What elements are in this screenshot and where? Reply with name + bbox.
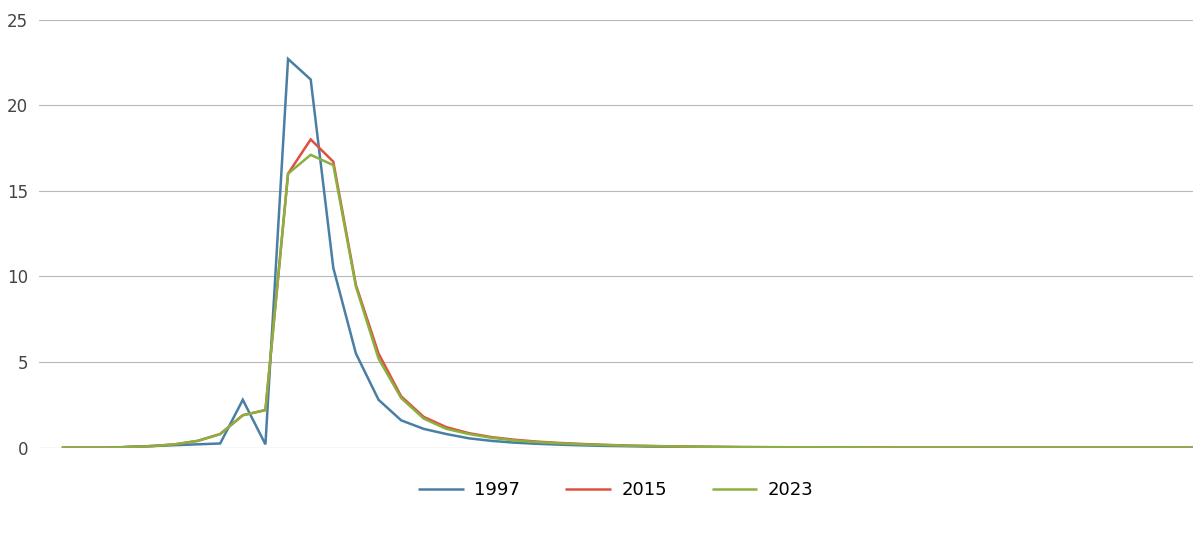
1997: [55, 444, 70, 451]
1997: [824, 444, 839, 451]
Line: 2015: 2015: [62, 140, 1193, 448]
Legend: 1997, 2015, 2023: 1997, 2015, 2023: [412, 474, 821, 506]
2015: [892, 444, 906, 451]
2023: [824, 444, 839, 451]
2023: [439, 426, 454, 432]
2015: [304, 136, 318, 143]
1997: [416, 426, 431, 432]
2015: [55, 444, 70, 451]
2015: [1163, 444, 1177, 451]
1997: [326, 264, 341, 271]
2023: [55, 444, 70, 451]
2023: [304, 152, 318, 158]
2015: [1186, 444, 1200, 451]
2015: [439, 424, 454, 431]
1997: [281, 56, 295, 62]
1997: [892, 444, 906, 451]
2023: [1163, 444, 1177, 451]
Line: 1997: 1997: [62, 59, 1193, 448]
1997: [439, 431, 454, 437]
1997: [1163, 444, 1177, 451]
2015: [824, 444, 839, 451]
1997: [1186, 444, 1200, 451]
2023: [326, 162, 341, 169]
2023: [416, 415, 431, 422]
Line: 2023: 2023: [62, 155, 1193, 448]
2023: [892, 444, 906, 451]
2015: [326, 158, 341, 165]
2023: [1186, 444, 1200, 451]
2015: [416, 413, 431, 420]
